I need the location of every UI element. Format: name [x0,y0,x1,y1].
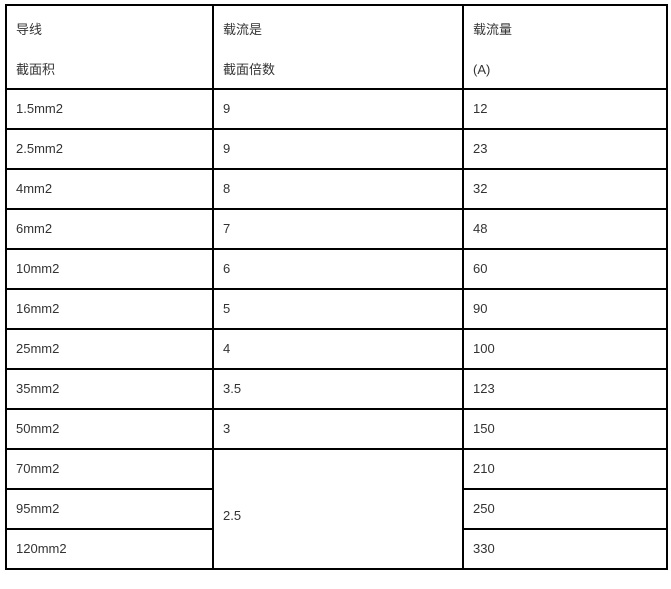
cell-section: 95mm2 [5,488,214,530]
value-section: 120mm2 [16,541,67,557]
cell-current: 150 [462,408,668,450]
cell-multiplier: 9 [212,128,464,170]
cell-current: 250 [462,488,668,530]
value-current: 100 [473,341,495,357]
value-current: 90 [473,301,488,317]
table-row: 10mm2 6 60 [5,248,668,290]
wire-cross-section-current-capacity-table: 导线 截面积 载流是 截面倍数 载流量 (A) 1.5mm2 9 12 2.5m… [5,4,668,570]
cell-multiplier: 9 [212,88,464,130]
table-row: 16mm2 5 90 [5,288,668,330]
value-current: 210 [473,461,495,477]
header-label-wire: 导线 [16,22,43,37]
value-multiplier: 3.5 [223,381,242,397]
cell-current: 330 [462,528,668,570]
header-cell-current-capacity: 载流量 (A) [462,4,668,90]
cell-multiplier: 8 [212,168,464,210]
value-current: 12 [473,101,488,117]
cell-multiplier: 6 [212,248,464,290]
value-multiplier: 8 [223,181,231,197]
cell-current: 32 [462,168,668,210]
cell-section: 4mm2 [5,168,214,210]
value-current: 60 [473,261,488,277]
cell-current: 90 [462,288,668,330]
value-multiplier: 6 [223,261,231,277]
table-row: 120mm2 330 [5,528,668,570]
cell-current: 123 [462,368,668,410]
header-cell-current-multiplier: 载流是 截面倍数 [212,4,464,90]
cell-section: 35mm2 [5,368,214,410]
value-multiplier: 3 [223,421,231,437]
cell-current: 12 [462,88,668,130]
cell-section: 120mm2 [5,528,214,570]
value-current: 330 [473,541,495,557]
cell-current: 23 [462,128,668,170]
value-current: 123 [473,381,495,397]
table-row: 2.5mm2 9 23 [5,128,668,170]
value-multiplier: 9 [223,101,231,117]
cell-section: 50mm2 [5,408,214,450]
value-current: 48 [473,221,488,237]
value-section: 4mm2 [16,181,53,197]
table-row: 35mm2 3.5 123 [5,368,668,410]
header-cell-wire-section: 导线 截面积 [5,4,214,90]
value-section: 2.5mm2 [16,141,63,157]
value-section: 95mm2 [16,501,60,517]
cell-section: 10mm2 [5,248,214,290]
value-section: 6mm2 [16,221,53,237]
value-multiplier: 5 [223,301,231,317]
cell-section: 2.5mm2 [5,128,214,170]
wire-table-container: 导线 截面积 载流是 截面倍数 载流量 (A) 1.5mm2 9 12 2.5m… [5,4,668,570]
cell-multiplier: 3.5 [212,368,464,410]
table-header-row: 导线 截面积 载流是 截面倍数 载流量 (A) [5,4,668,90]
table-row: 1.5mm2 9 12 [5,88,668,130]
cell-multiplier: 5 [212,288,464,330]
value-section: 1.5mm2 [16,101,63,117]
value-section: 70mm2 [16,461,60,477]
value-section: 16mm2 [16,301,60,317]
header-label-unit-amperes: (A) [473,61,491,77]
value-section: 35mm2 [16,381,60,397]
value-current: 150 [473,421,495,437]
value-current: 250 [473,501,495,517]
value-multiplier: 9 [223,141,231,157]
cell-current: 210 [462,448,668,490]
cell-section: 70mm2 [5,448,214,490]
cell-multiplier: 7 [212,208,464,250]
cell-section: 25mm2 [5,328,214,370]
value-multiplier: 4 [223,341,231,357]
header-label-current-is: 载流是 [223,22,263,37]
value-multiplier-merged: 2.5 [223,508,242,524]
cell-current: 60 [462,248,668,290]
header-label-section-multiple: 截面倍数 [223,61,276,77]
cell-multiplier-merged: 2.5 [212,448,464,570]
cell-section: 16mm2 [5,288,214,330]
value-section: 50mm2 [16,421,60,437]
table-row: 6mm2 7 48 [5,208,668,250]
cell-section: 6mm2 [5,208,214,250]
cell-current: 100 [462,328,668,370]
table-row: 70mm2 2.5 210 [5,448,668,570]
cell-section: 1.5mm2 [5,88,214,130]
value-current: 23 [473,141,488,157]
table-row: 4mm2 8 32 [5,168,668,210]
table-row: 50mm2 3 150 [5,408,668,450]
value-multiplier: 7 [223,221,231,237]
cell-multiplier: 3 [212,408,464,450]
header-label-current-capacity: 载流量 [473,22,513,37]
header-label-cross-section-area: 截面积 [16,61,56,77]
cell-current: 48 [462,208,668,250]
table-row: 25mm2 4 100 [5,328,668,370]
table-row: 95mm2 250 [5,488,668,530]
value-section: 25mm2 [16,341,60,357]
cell-multiplier: 4 [212,328,464,370]
value-current: 32 [473,181,488,197]
value-section: 10mm2 [16,261,60,277]
